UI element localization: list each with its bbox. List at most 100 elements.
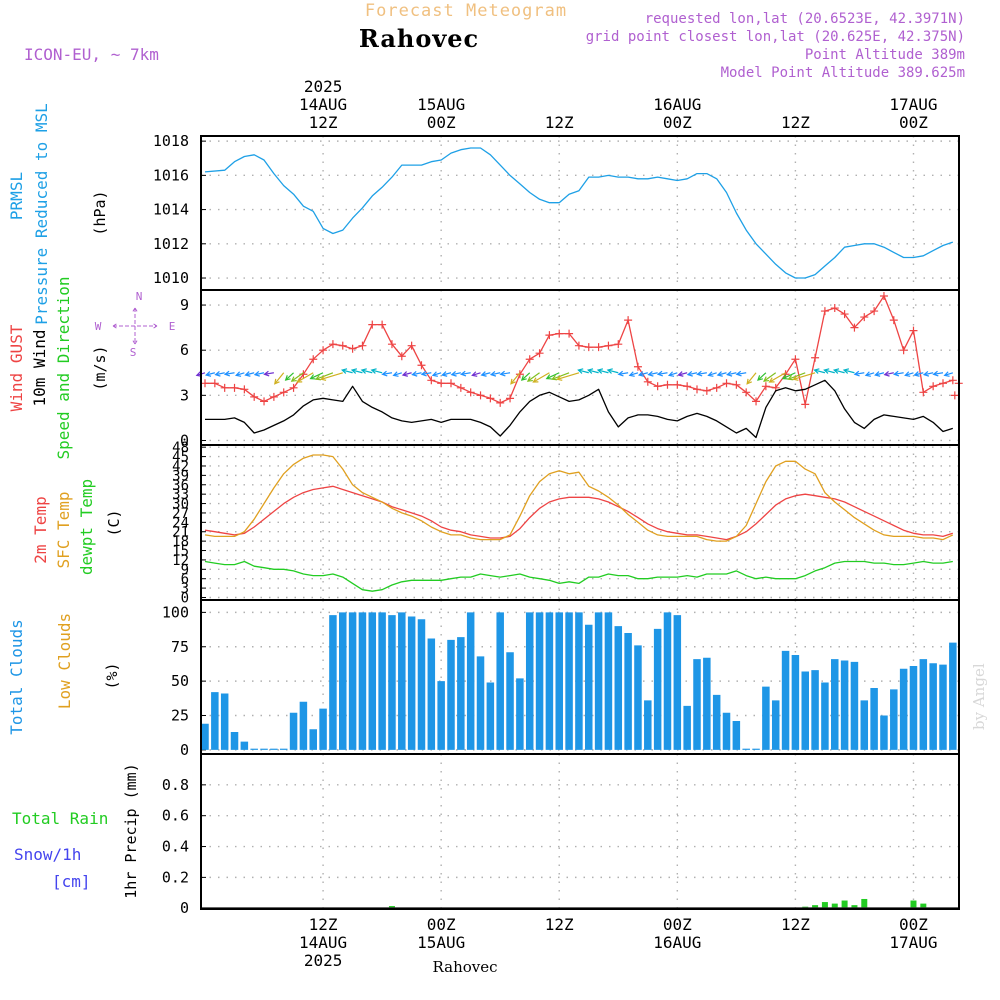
gust-marker [486, 394, 495, 403]
wind-arrowhead [420, 370, 427, 377]
wind-arrowhead [392, 371, 399, 377]
gust-marker [742, 388, 751, 397]
wind-arrowhead [677, 371, 684, 377]
wind-arrow [717, 372, 727, 376]
bar [811, 670, 819, 750]
panel-pressure: 1010 1012 1014 1016 1018 [153, 132, 960, 291]
gust-marker [525, 355, 534, 364]
footer-location: Rahovec [432, 958, 497, 976]
bar [329, 615, 337, 750]
time-label: 17AUG [889, 95, 937, 114]
wind-arrowhead [735, 370, 742, 377]
gust-marker [830, 304, 839, 313]
gust-marker [417, 361, 426, 370]
gust-marker [201, 379, 209, 388]
y-tick-label: 48 [172, 440, 189, 456]
wind-arrowhead [360, 368, 367, 374]
wind-arrow [361, 369, 373, 374]
y-tick-label: 0 [180, 431, 189, 449]
wind-arrowhead [647, 370, 654, 377]
bar [270, 748, 278, 750]
wind-arrowhead [499, 370, 506, 377]
gust-marker [889, 316, 898, 325]
time-label: 16AUG [653, 95, 701, 114]
bar [920, 903, 927, 909]
bar [319, 708, 327, 750]
bar [663, 612, 672, 750]
chart-subtitle: Forecast Meteogram [365, 1, 567, 21]
gust-marker [407, 341, 416, 350]
wind-arrow [884, 372, 894, 376]
wind-arrowhead [768, 377, 775, 383]
dewpt-label: dewpt Temp [77, 479, 96, 575]
wind-arrow [442, 372, 452, 376]
bar [890, 689, 898, 750]
gust-marker [909, 326, 918, 335]
y-tick-label: 1018 [153, 132, 189, 150]
wind-arrow [351, 369, 363, 374]
bar [604, 612, 613, 750]
wind-arrowhead [707, 371, 714, 377]
gust-marker [574, 341, 583, 350]
wind-arrowhead [913, 371, 920, 377]
wind-arrow [843, 369, 855, 374]
wind-arrow [769, 372, 786, 383]
bar [850, 661, 859, 750]
bar [644, 700, 652, 750]
wind-arrowhead [480, 371, 487, 377]
wind-arrow [914, 372, 924, 376]
gust-marker [328, 340, 337, 349]
bar [634, 645, 642, 750]
bar [516, 678, 524, 750]
wind-arrowhead [656, 370, 663, 377]
panel-labels: PRMSL Pressure Reduced to MSL (hPa) Wind GU… [7, 103, 175, 899]
y-tick-label: 39 [172, 468, 189, 484]
bar [250, 748, 258, 750]
bar [910, 900, 917, 909]
bar [683, 705, 691, 750]
bar [860, 700, 869, 750]
bar [201, 723, 209, 750]
point-altitude: Point Altitude 389m [805, 47, 965, 63]
gust-marker [929, 382, 938, 391]
gust-marker [712, 383, 721, 392]
wind-arrowhead [441, 371, 448, 377]
low-clouds-label: Low Clouds [55, 613, 74, 709]
gust-marker [633, 362, 642, 371]
gust-marker [879, 292, 888, 301]
y-tick-label: 1010 [153, 269, 189, 287]
wind-arrowhead [350, 368, 358, 374]
series-10m-wind [205, 379, 953, 439]
wind-arrow [763, 372, 777, 382]
wind-arrowhead [813, 368, 820, 374]
bar [722, 712, 731, 750]
bar [693, 659, 701, 750]
wind-arrow [782, 372, 796, 380]
gust-marker [919, 388, 928, 397]
wind-arrowhead [667, 371, 675, 377]
gust-marker [555, 329, 564, 338]
y-tick-label: 33 [172, 487, 189, 503]
wind-arrowhead [545, 374, 552, 380]
gust-marker [220, 383, 229, 392]
wind-arrow [310, 372, 324, 380]
time-label: 15AUG [417, 933, 465, 952]
series-sfc-temp [204, 454, 954, 542]
y-tick-label: 50 [171, 672, 189, 690]
bar [752, 748, 760, 750]
watermark: by Angel [970, 663, 988, 730]
bar [703, 657, 711, 750]
wind-arrow [451, 372, 461, 376]
bar [861, 898, 868, 909]
gust-marker [791, 355, 800, 364]
wind-arrowhead [314, 374, 322, 381]
gust-marker [309, 355, 318, 364]
gust-marker [939, 379, 947, 388]
wind-arrowhead [370, 368, 377, 374]
wind-arrow [727, 372, 737, 376]
wind-arrowhead [787, 374, 794, 381]
bar [762, 686, 770, 750]
gust-marker [279, 388, 288, 397]
gust-marker [515, 370, 524, 379]
